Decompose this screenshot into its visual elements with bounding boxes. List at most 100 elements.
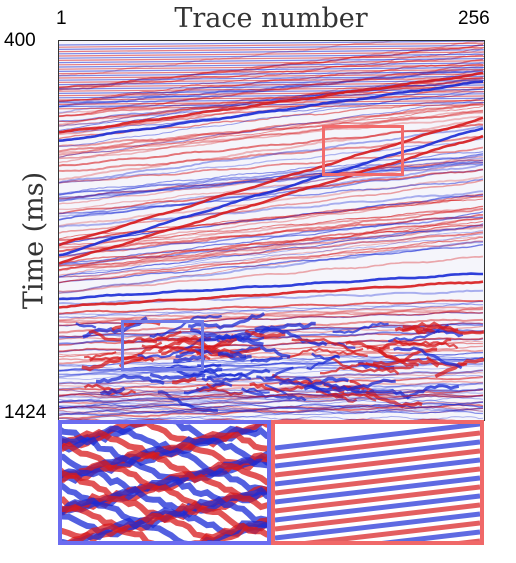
chaotic-reflector [347, 385, 409, 398]
reflector [59, 337, 484, 353]
chaotic-reflector [245, 387, 270, 394]
chaotic-reflector [416, 325, 484, 335]
inset-reflector [66, 522, 267, 541]
reflector [59, 303, 484, 319]
reflector [59, 194, 484, 244]
chaotic-reflector [254, 325, 328, 347]
reflector [59, 175, 484, 228]
reflector [59, 62, 484, 68]
chaotic-reflector [241, 387, 307, 402]
reflector [59, 236, 484, 295]
chaotic-reflector [99, 386, 126, 396]
chaotic-reflector [83, 383, 118, 394]
reflector [59, 217, 484, 267]
strong-reflector [59, 80, 484, 142]
reflector [59, 41, 484, 46]
reflector [59, 392, 484, 398]
strong-reflector [59, 127, 484, 257]
chaotic-reflector [172, 377, 197, 385]
reflector [59, 153, 484, 202]
reflector [59, 190, 484, 228]
chaotic-reflector [402, 325, 424, 335]
reflector [59, 374, 484, 389]
reflector [59, 146, 484, 184]
reflector [59, 161, 484, 199]
inset-reflector [275, 448, 480, 478]
reflector [59, 406, 484, 412]
reflector [59, 73, 484, 79]
chaotic-reflector [366, 345, 420, 367]
highlight-box-red [322, 125, 404, 176]
reflector [59, 161, 484, 211]
chaotic-reflector [393, 338, 459, 349]
inset-reflector [275, 466, 480, 496]
reflector [59, 138, 484, 184]
reflector [59, 408, 484, 414]
reflector [59, 406, 484, 411]
reflector [59, 44, 484, 89]
strong-reflector [59, 272, 483, 301]
reflector [59, 409, 484, 414]
reflector [59, 208, 484, 259]
reflector [59, 394, 484, 399]
reflector [59, 410, 484, 415]
reflector [59, 64, 484, 70]
reflector [59, 236, 483, 284]
reflector [59, 388, 484, 394]
chaotic-reflector [157, 390, 219, 413]
chaotic-reflector [332, 321, 389, 334]
inset-reflector [275, 502, 480, 532]
reflector [59, 405, 483, 411]
chaotic-reflector [372, 347, 438, 366]
reflector [59, 299, 484, 315]
reflector [59, 178, 484, 215]
reflector [65, 407, 484, 420]
reflector [59, 69, 484, 75]
reflector [59, 109, 484, 160]
zoom-inset-blue [58, 420, 271, 545]
reflector [59, 104, 484, 110]
reflector [59, 410, 484, 415]
reflector [59, 394, 484, 409]
reflector [59, 125, 484, 184]
strong-reflector [59, 71, 484, 134]
reflector [59, 66, 484, 72]
y-tick-min: 400 [4, 30, 36, 51]
chaotic-reflector [95, 373, 165, 385]
reflector [59, 376, 484, 391]
reflector [59, 207, 484, 248]
reflector [59, 244, 484, 284]
chaotic-reflector [250, 356, 284, 363]
inset-reflector [275, 430, 480, 460]
chaotic-reflector [231, 335, 265, 342]
inset-reflector [275, 439, 480, 469]
inset-reflector [275, 484, 480, 514]
x-tick-max: 256 [458, 8, 490, 29]
reflector [59, 403, 484, 409]
chaotic-reflector [264, 383, 294, 397]
reflector [59, 403, 484, 409]
reflector [59, 240, 484, 294]
chaotic-reflector [189, 327, 251, 341]
reflector [59, 76, 484, 136]
reflector [59, 93, 484, 99]
reflector [59, 403, 483, 409]
inset-reflector [304, 520, 480, 541]
reflector [59, 198, 484, 240]
reflector [59, 399, 484, 405]
reflector [59, 376, 484, 391]
reflector [59, 105, 484, 158]
chaotic-reflector [75, 322, 97, 329]
reflector [59, 289, 484, 306]
seismic-image [59, 41, 484, 420]
chaotic-reflector [249, 382, 315, 393]
reflector [59, 220, 484, 271]
reflector [59, 51, 484, 57]
zoom-inset-red [271, 420, 484, 545]
reflector [59, 216, 484, 257]
reflector [59, 213, 483, 253]
reflector [59, 47, 484, 53]
reflector [59, 393, 484, 399]
reflector [59, 240, 484, 278]
reflector [59, 101, 484, 153]
